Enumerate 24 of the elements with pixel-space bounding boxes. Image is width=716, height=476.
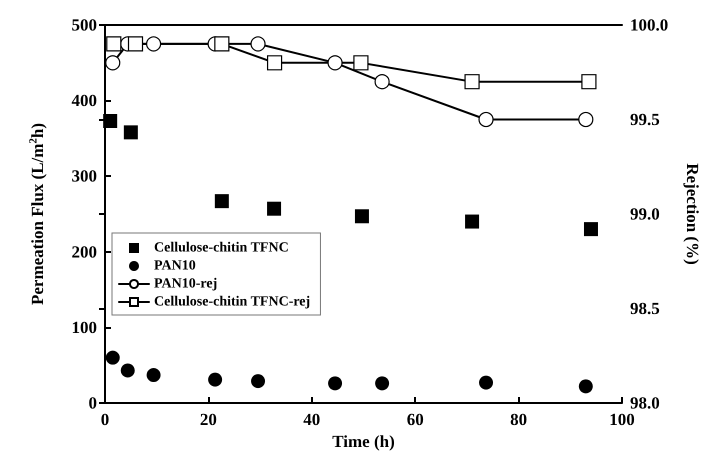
x-tick-label: 0 bbox=[100, 410, 110, 429]
y-axis-title: Permeation Flux (L/m2h) bbox=[28, 122, 47, 306]
y2-tick-label: 98.5 bbox=[630, 299, 660, 318]
x-tick-label: 20 bbox=[200, 410, 217, 429]
legend-label: PAN10 bbox=[154, 258, 196, 274]
x-tick-label: 40 bbox=[303, 410, 320, 429]
y-tick-label: 0 bbox=[88, 394, 97, 412]
x-tick-label: 100 bbox=[609, 410, 635, 429]
y2-tick-label: 100.0 bbox=[630, 16, 668, 34]
legend-label: PAN10-rej bbox=[154, 276, 218, 292]
y2-tick-label: 99.5 bbox=[630, 110, 660, 129]
y2-axis-title: Rejection (%) bbox=[683, 163, 702, 265]
x-axis-title: Time (h) bbox=[332, 432, 395, 451]
y2-tick-label: 98.0 bbox=[630, 394, 660, 412]
legend-label: Cellulose-chitin TFNC bbox=[154, 240, 289, 256]
y-tick-label: 500 bbox=[72, 16, 97, 34]
legend-label: Cellulose-chitin TFNC-rej bbox=[154, 294, 310, 310]
y-tick-label: 200 bbox=[72, 242, 97, 262]
y2-tick-label: 99.0 bbox=[630, 204, 660, 224]
y-tick-label: 400 bbox=[72, 91, 97, 110]
x-tick-label: 80 bbox=[510, 410, 528, 429]
x-tick-label: 60 bbox=[406, 410, 424, 429]
y-tick-label: 100 bbox=[72, 318, 97, 337]
y-tick-label: 300 bbox=[72, 166, 97, 186]
